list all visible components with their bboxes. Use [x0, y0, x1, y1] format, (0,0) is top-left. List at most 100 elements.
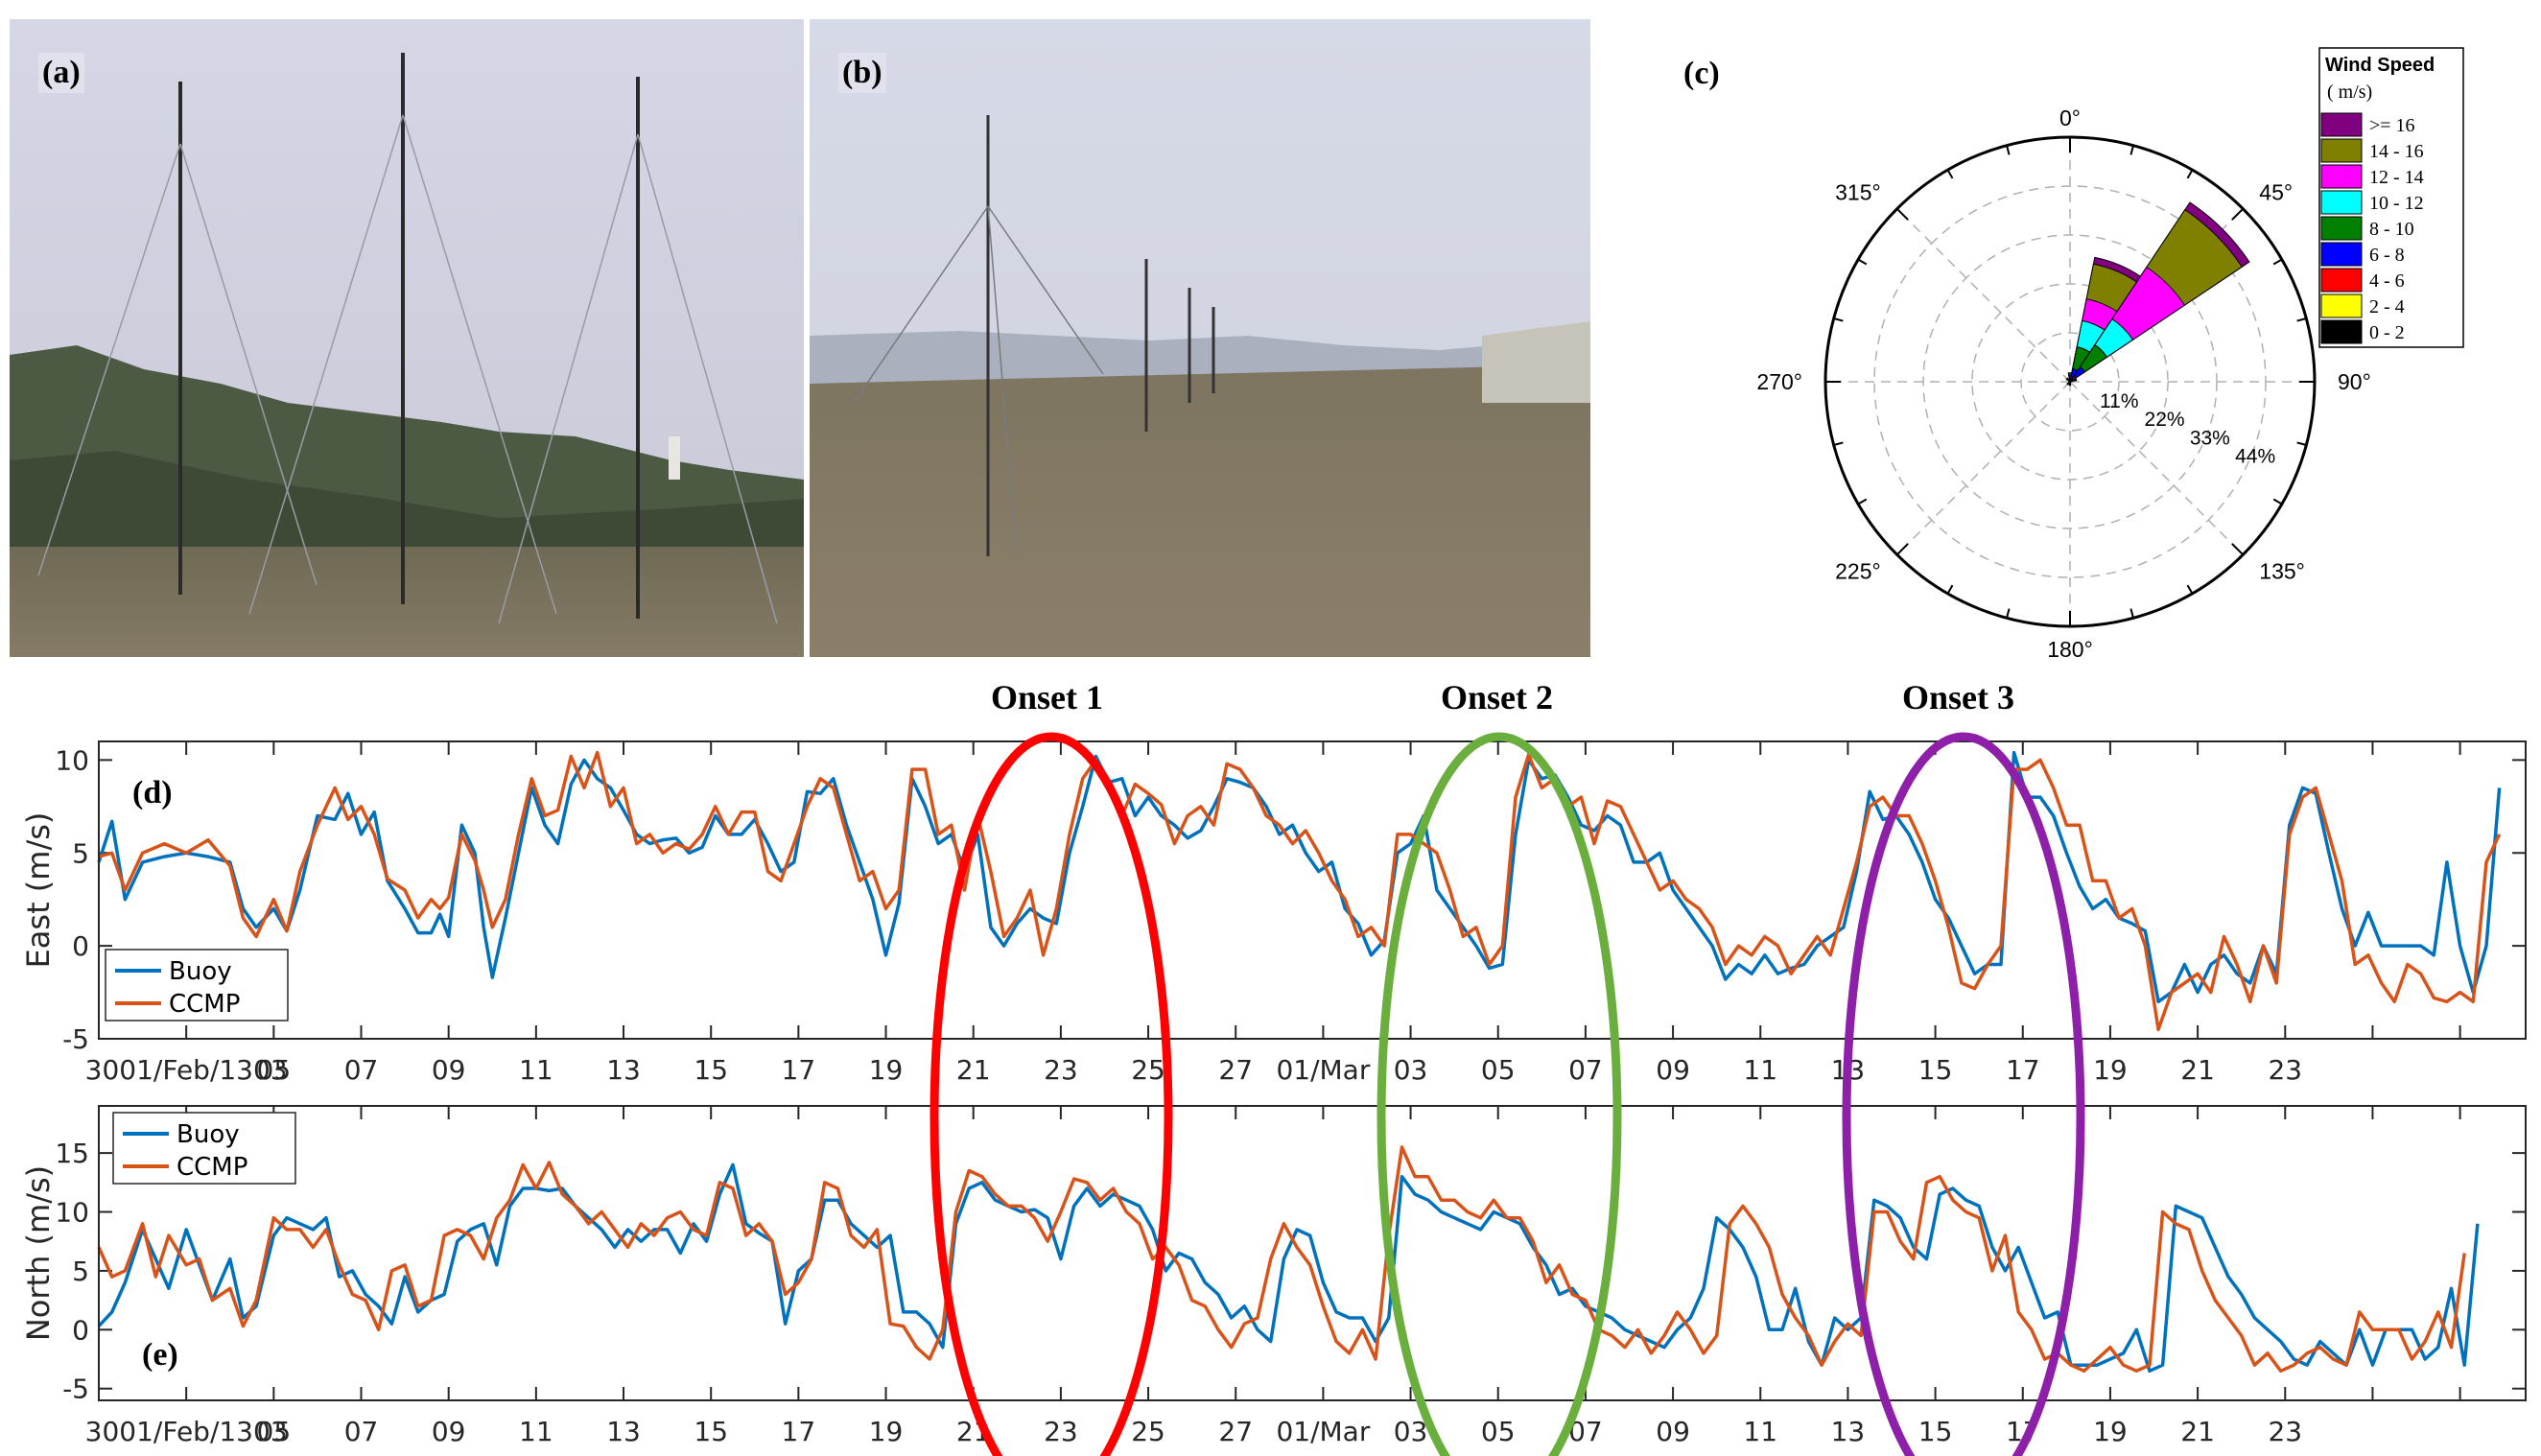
- rose-tick: [1946, 169, 1954, 179]
- rose-legend-label: 8 - 10: [2369, 219, 2414, 240]
- rose-legend-title: Wind Speed: [2325, 55, 2435, 76]
- series-line-ccmp: [98, 750, 2502, 1032]
- y-tick-label: -5: [62, 1023, 89, 1055]
- rose-angle-label: 180°: [2047, 637, 2093, 662]
- rose-radial-label: 11%: [2100, 390, 2138, 412]
- ground: [10, 547, 804, 657]
- rose-angle-label: 90°: [2338, 369, 2371, 394]
- legend-label: CCMP: [169, 990, 240, 1019]
- x-tick-label: 23: [1044, 1416, 1078, 1447]
- x-tick-label: 13: [606, 1054, 641, 1086]
- rose-legend-swatch: [2320, 190, 2363, 215]
- x-tick-label: 19: [869, 1416, 904, 1447]
- rose-ticks: [1825, 137, 2315, 626]
- panel-label-a: (a): [38, 53, 84, 93]
- lighthouse: [669, 436, 680, 480]
- rose-tick: [1833, 441, 1844, 446]
- x-tick-label: 15: [1918, 1054, 1953, 1086]
- photo-panel-b: [810, 19, 1590, 657]
- x-tick-label: 23: [2268, 1054, 2302, 1086]
- rose-legend-swatch: [2320, 138, 2363, 163]
- y-tick-label: 5: [72, 1256, 89, 1287]
- x-tick-label: 05: [257, 1416, 292, 1447]
- rose-tick: [1857, 498, 1868, 505]
- antenna-masts: [986, 115, 1215, 556]
- legend-label: Buoy: [176, 1120, 240, 1149]
- series-line-ccmp: [97, 1145, 2466, 1374]
- y-tick-label: 5: [72, 837, 89, 869]
- rose-legend-swatch: [2320, 294, 2363, 318]
- rose-legend-swatch: [2320, 268, 2363, 293]
- wall: [1482, 321, 1590, 403]
- rose-legend-swatch: [2320, 319, 2363, 344]
- guy-wires: [37, 114, 778, 624]
- rose-angle-label: 315°: [1835, 180, 1881, 205]
- rose-radial-label: 33%: [2190, 427, 2230, 449]
- rose-legend-swatch: [2320, 242, 2363, 267]
- x-tick-label: 17: [782, 1416, 816, 1447]
- rose-grid: [1825, 137, 2315, 626]
- y-tick-label: 0: [72, 930, 89, 962]
- x-tick-label: 19: [2093, 1054, 2128, 1086]
- x-tick-label: 05: [1481, 1054, 1516, 1086]
- x-tick-label: 19: [2093, 1416, 2128, 1447]
- y-axis-label: East (m/s): [20, 812, 57, 969]
- x-tick-label: 27: [1218, 1416, 1253, 1447]
- x-tick-label: 07: [344, 1054, 379, 1086]
- rose-legend: Wind Speed ( m/s) >= 16 14 - 16 12 - 14 10 - …: [2318, 47, 2464, 348]
- onset-ellipses: [929, 732, 2085, 1456]
- rose-radial-labels: 11% 22%33%44%: [2100, 390, 2275, 467]
- x-tick-label: 03: [1394, 1416, 1428, 1447]
- y-tick-label: 10: [55, 744, 89, 776]
- series-line-buoy: [97, 1162, 2480, 1374]
- y-tick-label: -5: [62, 1374, 89, 1405]
- rose-legend-label: 6 - 8: [2369, 245, 2405, 266]
- rose-tick: [1857, 258, 1868, 266]
- wind-rose: 0° 45° 90° 135° 180° 225° 270° 315° 11% 22%33%44…: [1756, 47, 2464, 662]
- rose-legend-label: 2 - 4: [2369, 296, 2405, 317]
- y-axis-label: North (m/s): [20, 1165, 57, 1341]
- x-tick-label: 17: [2006, 1054, 2040, 1086]
- x-tick-label: 13: [1831, 1416, 1866, 1447]
- rose-legend-swatch: [2320, 216, 2363, 241]
- x-tick-label: 11: [1743, 1416, 1777, 1447]
- panel-label-e: (e): [142, 1337, 178, 1373]
- rose-angle-label: 45°: [2259, 180, 2293, 205]
- panel-label-d: (d): [132, 775, 173, 810]
- x-tick-label: 15: [694, 1054, 728, 1086]
- panel-label-c: (c): [1683, 56, 1720, 91]
- rose-tick: [1946, 584, 1954, 595]
- rose-tick: [2272, 258, 2283, 266]
- rose-legend-swatch: [2320, 112, 2363, 137]
- rose-tick: [2186, 169, 2194, 179]
- x-tick-label: 13: [606, 1416, 641, 1447]
- legend-label: Buoy: [169, 957, 232, 986]
- x-tick-label: 09: [1656, 1054, 1690, 1086]
- legend-label: CCMP: [176, 1153, 247, 1182]
- x-tick-label: 3001/Feb/1303: [85, 1054, 288, 1086]
- legend-box: [112, 1112, 296, 1185]
- antenna-masts: [178, 53, 640, 619]
- x-tick-label: 21: [2180, 1054, 2215, 1086]
- rose-legend-label: 0 - 2: [2369, 322, 2405, 343]
- rose-tick: [1895, 543, 1909, 556]
- rose-tick: [2129, 145, 2134, 155]
- y-tick-label: 0: [72, 1314, 89, 1346]
- x-tick-label: 21: [956, 1054, 991, 1086]
- rose-tick: [2186, 584, 2194, 595]
- x-tick-label: 11: [1743, 1054, 1777, 1086]
- y-tick-label: 10: [55, 1197, 89, 1229]
- x-tick-label: 01/Mar: [1276, 1054, 1370, 1086]
- rose-tick: [2129, 608, 2134, 619]
- y-tick-label: 15: [55, 1138, 89, 1169]
- rose-tick: [2296, 441, 2307, 446]
- x-tick-label: 05: [1481, 1416, 1516, 1447]
- x-tick-label: 09: [432, 1416, 466, 1447]
- x-tick-label: 21: [2180, 1416, 2215, 1447]
- rose-angle-label: 270°: [1756, 369, 1802, 394]
- rose-legend-unit: ( m/s): [2327, 82, 2372, 103]
- rose-angle-label: 225°: [1835, 558, 1881, 583]
- x-tick-label: 23: [2268, 1416, 2302, 1447]
- plot-area: [99, 1106, 2526, 1400]
